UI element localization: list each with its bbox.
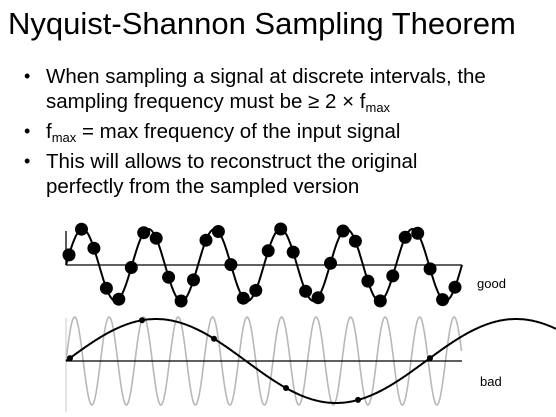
sample-point xyxy=(283,385,289,391)
sample-point xyxy=(386,269,400,283)
sample-point xyxy=(348,234,362,248)
good-sample-points xyxy=(62,222,462,308)
bullet-text: sampling frequency must be ≥ 2 × f xyxy=(46,90,366,113)
bullet-line: fmax = max frequency of the input signal xyxy=(46,119,524,144)
bullet-line: This will allows to reconstruct the orig… xyxy=(46,150,418,173)
sample-point xyxy=(137,226,151,240)
sample-point xyxy=(249,283,263,297)
sample-point xyxy=(75,222,88,236)
bullet-line: perfectly from the sampled version xyxy=(46,175,360,198)
bad-signal-wave xyxy=(65,316,463,406)
sample-point xyxy=(224,258,238,272)
bullet-text: f xyxy=(46,120,52,143)
sample-point xyxy=(139,317,145,324)
good-label: good xyxy=(477,276,506,291)
sample-point xyxy=(436,293,450,307)
bad-sample-points xyxy=(67,317,433,403)
bullet-list: • When sampling a signal at discrete int… xyxy=(24,64,524,204)
sample-point xyxy=(299,284,313,298)
sample-point xyxy=(211,335,217,342)
bullet-line: When sampling a signal at discrete inter… xyxy=(46,65,486,88)
sample-point xyxy=(336,224,350,238)
sampling-illustration: good bad xyxy=(0,205,556,412)
bullet-item-reconstruction: • This will allows to reconstruct the or… xyxy=(24,149,524,199)
sample-point xyxy=(124,261,138,274)
bad-label: bad xyxy=(480,374,502,389)
sampling-diagram-svg: good bad xyxy=(62,222,556,412)
sample-point xyxy=(411,226,425,240)
sample-point xyxy=(174,294,188,308)
subscript: max xyxy=(365,100,391,115)
bullet-item-fmax-definition: • fmax = max frequency of the input sign… xyxy=(24,119,524,144)
sample-point xyxy=(149,231,163,245)
sample-point xyxy=(427,355,433,362)
bullet-line: sampling frequency must be ≥ 2 × fmax xyxy=(46,89,524,114)
sample-point xyxy=(286,245,300,259)
subscript: max xyxy=(51,130,77,145)
sample-point xyxy=(112,292,126,306)
sample-point xyxy=(311,291,325,305)
sample-point xyxy=(211,225,225,238)
sample-point xyxy=(162,270,176,284)
sample-point xyxy=(261,244,275,258)
sample-point xyxy=(324,256,337,270)
sample-point xyxy=(62,248,76,262)
sample-point xyxy=(67,355,73,362)
sample-point xyxy=(361,274,375,288)
sample-point xyxy=(448,280,462,294)
bullet-dot: • xyxy=(24,66,31,86)
bullet-dot: • xyxy=(24,151,31,171)
sample-point xyxy=(398,230,412,244)
sample-point xyxy=(274,222,288,236)
bullet-dot: • xyxy=(24,121,31,141)
good-sampling-panel xyxy=(62,222,463,308)
sample-point xyxy=(87,241,101,255)
sample-point xyxy=(355,396,361,403)
slide-title: Nyquist-Shannon Sampling Theorem xyxy=(8,6,516,41)
sample-point xyxy=(236,291,250,305)
alias-wave xyxy=(65,318,556,404)
sample-point xyxy=(373,294,387,308)
bullet-item-sampling-frequency: • When sampling a signal at discrete int… xyxy=(24,64,524,114)
bullet-text: = max frequency of the input signal xyxy=(76,120,401,143)
sample-point xyxy=(199,233,213,247)
sample-point xyxy=(187,273,200,287)
sample-point xyxy=(99,281,113,295)
bad-sampling-panel xyxy=(65,316,556,412)
sample-point xyxy=(423,262,437,276)
